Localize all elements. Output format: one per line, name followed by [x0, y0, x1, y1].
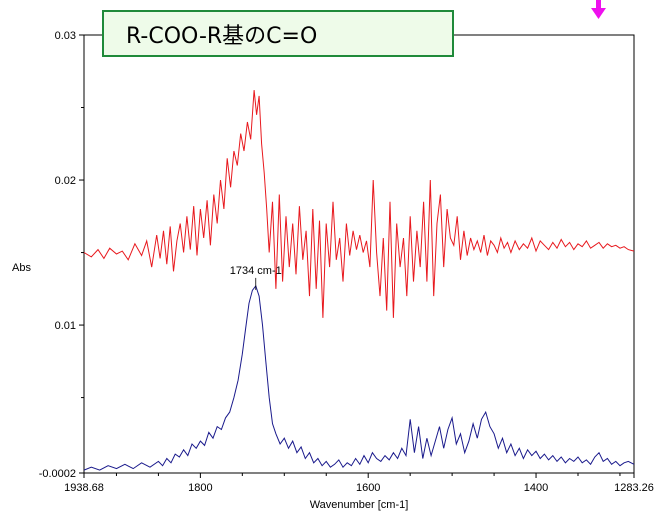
chart-title-box: R-COO-R基のC=O — [102, 10, 454, 57]
x-tick-label: 1400 — [524, 482, 548, 494]
series-layer — [83, 90, 635, 471]
y-axis-ticks: -0.0002 0.01 0.02 0.03 — [39, 30, 84, 480]
y-tick-label: 0.03 — [55, 30, 76, 42]
x-axis-title: Wavenumber [cm-1] — [310, 499, 409, 511]
red-spectrum-line — [83, 90, 635, 318]
x-tick-label: 1283.26 — [614, 482, 654, 494]
x-tick-label: 1938.68 — [64, 482, 104, 494]
y-axis-title: Abs — [12, 262, 31, 274]
blue-spectrum-line — [83, 284, 635, 471]
plot-frame — [83, 34, 635, 474]
y-tick-label: -0.0002 — [39, 468, 76, 480]
y-tick-label: 0.02 — [55, 175, 76, 187]
y-tick-label: 0.01 — [55, 320, 76, 332]
x-tick-label: 1800 — [188, 482, 212, 494]
x-axis-ticks: 1938.68 1800 1600 1400 1283.26 — [64, 473, 654, 494]
chart-title: R-COO-R基のC=O — [126, 23, 318, 49]
down-arrow-icon — [591, 0, 606, 19]
x-tick-label: 1600 — [356, 482, 380, 494]
peak-annotation-label: 1734 cm-1 — [230, 265, 282, 277]
